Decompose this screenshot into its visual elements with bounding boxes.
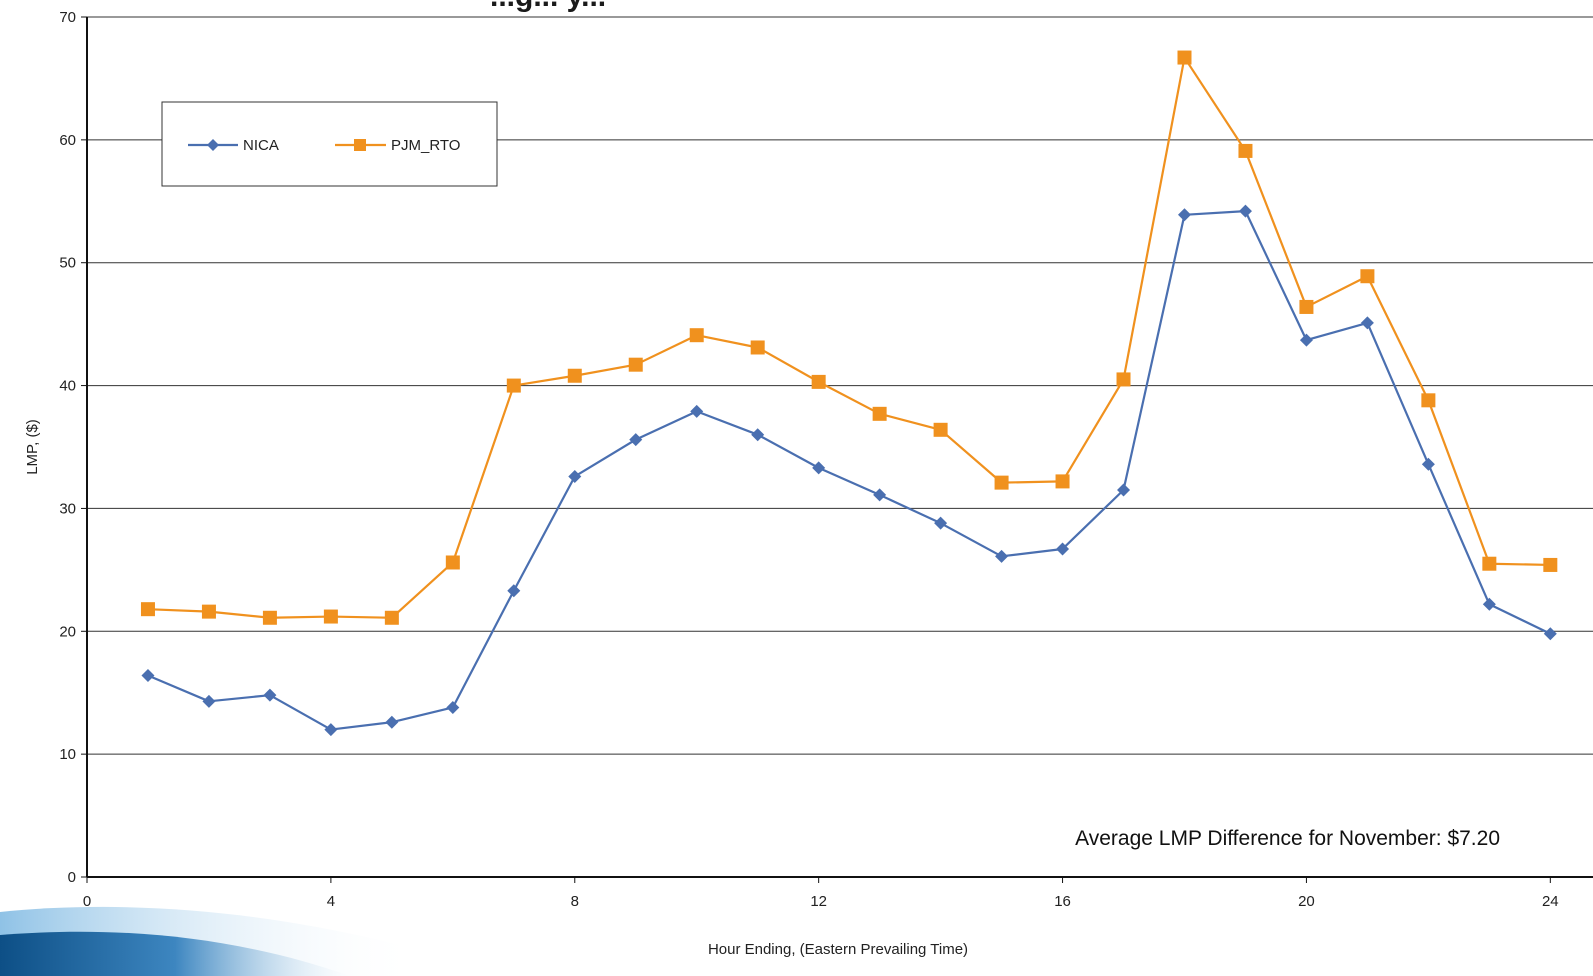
legend-label-nica: NICA bbox=[243, 137, 279, 154]
data-point-pjm-rto bbox=[384, 610, 399, 625]
y-tick-label: 0 bbox=[68, 869, 76, 886]
data-point-pjm-rto bbox=[1177, 50, 1192, 65]
data-point-nica bbox=[1360, 316, 1374, 330]
data-point-pjm-rto bbox=[506, 378, 521, 393]
data-point-pjm-rto bbox=[628, 357, 643, 372]
data-point-nica bbox=[934, 516, 948, 530]
data-point-nica bbox=[995, 549, 1009, 563]
data-point-pjm-rto bbox=[323, 609, 338, 624]
x-tick-label: 0 bbox=[83, 893, 91, 910]
data-point-nica bbox=[507, 584, 521, 598]
data-point-nica bbox=[202, 694, 216, 708]
data-point-nica bbox=[1421, 457, 1435, 471]
x-tick-label: 12 bbox=[810, 893, 827, 910]
data-point-nica bbox=[263, 688, 277, 702]
data-point-pjm-rto bbox=[1116, 372, 1131, 387]
y-axis-title: LMP, ($) bbox=[24, 419, 41, 475]
series-nica bbox=[141, 204, 1557, 737]
x-tick-label: 24 bbox=[1542, 893, 1559, 910]
axes: 0 10 20 30 40 50 60 70 0 4 8 12 16 20 24 bbox=[59, 9, 1593, 910]
legend-item-pjm-rto: PJM_RTO bbox=[335, 137, 460, 154]
x-tick-label: 4 bbox=[327, 893, 335, 910]
data-point-pjm-rto bbox=[1482, 556, 1497, 571]
data-point-pjm-rto bbox=[445, 555, 460, 570]
series-pjm-rto bbox=[140, 50, 1558, 625]
data-point-pjm-rto bbox=[933, 422, 948, 437]
data-point-pjm-rto bbox=[140, 602, 155, 617]
data-point-nica bbox=[1482, 597, 1496, 611]
x-tick-label: 8 bbox=[571, 893, 579, 910]
x-axis-title: Hour Ending, (Eastern Prevailing Time) bbox=[708, 941, 968, 958]
data-point-nica bbox=[1117, 483, 1131, 497]
x-tick-label: 20 bbox=[1298, 893, 1315, 910]
data-point-pjm-rto bbox=[750, 340, 765, 355]
data-point-nica bbox=[873, 488, 887, 502]
series-line-nica bbox=[147, 210, 1551, 731]
average-difference-annotation: Average LMP Difference for November: $7.… bbox=[1075, 827, 1500, 850]
data-point-nica bbox=[568, 469, 582, 483]
data-point-pjm-rto bbox=[872, 406, 887, 421]
data-point-pjm-rto bbox=[1299, 299, 1314, 314]
data-point-nica bbox=[1238, 204, 1252, 218]
data-point-pjm-rto bbox=[994, 475, 1009, 490]
legend-label-pjm-rto: PJM_RTO bbox=[391, 137, 460, 154]
data-point-nica bbox=[446, 700, 460, 714]
data-point-pjm-rto bbox=[262, 610, 277, 625]
data-point-nica bbox=[812, 461, 826, 475]
legend: NICA PJM_RTO bbox=[161, 101, 498, 187]
y-tick-label: 60 bbox=[59, 132, 76, 149]
data-point-nica bbox=[1177, 208, 1191, 222]
y-tick-label: 10 bbox=[59, 746, 76, 763]
data-point-nica bbox=[324, 723, 338, 737]
data-point-nica bbox=[751, 428, 765, 442]
y-tick-label: 50 bbox=[59, 255, 76, 272]
data-point-nica bbox=[385, 715, 399, 729]
series-layer bbox=[140, 50, 1558, 737]
series-line-pjm-rto bbox=[147, 56, 1551, 619]
data-point-pjm-rto bbox=[1543, 557, 1558, 572]
y-tick-label: 70 bbox=[59, 9, 76, 26]
legend-marker-nica bbox=[207, 139, 219, 151]
data-point-nica bbox=[690, 404, 704, 418]
data-point-pjm-rto bbox=[1421, 393, 1436, 408]
data-point-pjm-rto bbox=[1055, 474, 1070, 489]
x-tick-label: 16 bbox=[1054, 893, 1071, 910]
data-point-pjm-rto bbox=[1238, 143, 1253, 158]
data-point-pjm-rto bbox=[1360, 269, 1375, 284]
data-point-pjm-rto bbox=[567, 368, 582, 383]
data-point-nica bbox=[1056, 542, 1070, 556]
data-point-pjm-rto bbox=[689, 328, 704, 343]
y-tick-label: 20 bbox=[59, 623, 76, 640]
chart-title: ...g... y... bbox=[490, 0, 606, 13]
legend-marker-pjm-rto bbox=[354, 139, 366, 151]
decorative-swoosh bbox=[0, 906, 420, 976]
y-tick-label: 40 bbox=[59, 378, 76, 395]
data-point-nica bbox=[1543, 627, 1557, 641]
legend-item-nica: NICA bbox=[188, 137, 279, 154]
data-point-nica bbox=[629, 433, 643, 447]
data-point-nica bbox=[1299, 333, 1313, 347]
data-point-pjm-rto bbox=[201, 604, 216, 619]
data-point-pjm-rto bbox=[811, 374, 826, 389]
y-tick-label: 30 bbox=[59, 500, 76, 517]
data-point-nica bbox=[141, 669, 155, 683]
